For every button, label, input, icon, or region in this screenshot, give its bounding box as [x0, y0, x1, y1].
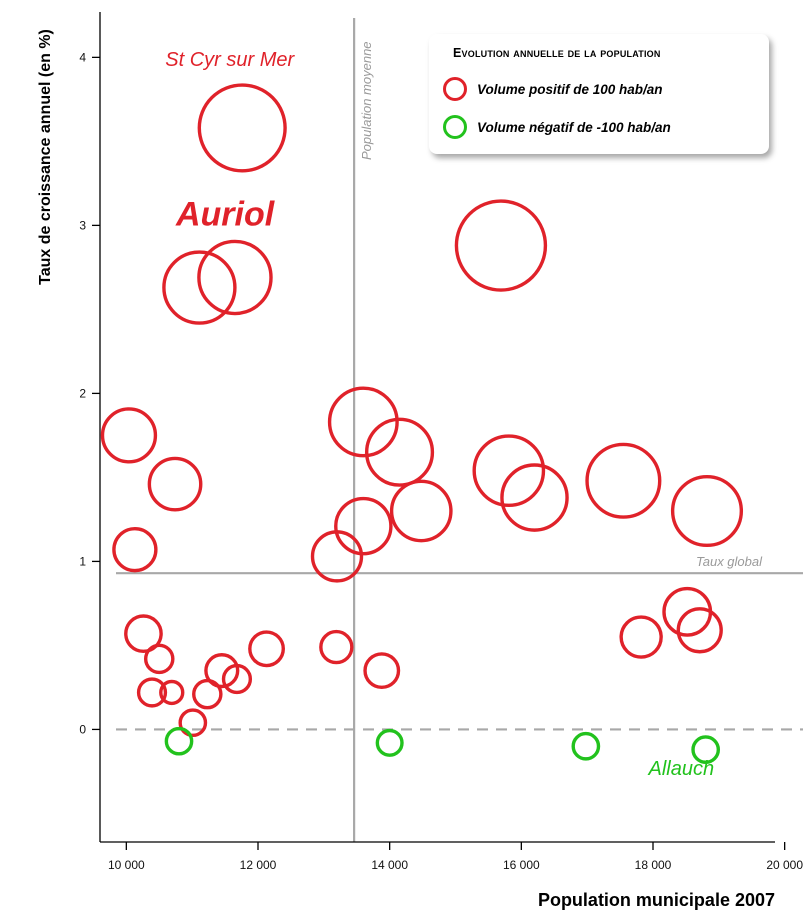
x-tick-label: 20 000 — [766, 858, 803, 872]
positive-bubble — [197, 83, 287, 173]
positive-bubble — [124, 614, 163, 654]
legend-label-positive: Volume positif de 100 hab/an — [477, 81, 663, 97]
annotation-label: Auriol — [175, 195, 276, 233]
positive-bubble — [162, 250, 237, 325]
global-rate-label: Taux global — [696, 554, 763, 569]
negative-bubble — [375, 728, 404, 757]
red-circle-icon — [443, 77, 467, 101]
positive-bubble — [619, 615, 663, 659]
positive-bubble — [310, 530, 364, 583]
positive-bubble — [221, 663, 253, 695]
legend-title: Evolution annuelle de la population — [453, 46, 661, 60]
x-tick-label: 14 000 — [371, 858, 408, 872]
data-points — [100, 83, 744, 764]
green-circle-icon — [443, 115, 467, 139]
positive-bubble — [327, 386, 399, 458]
legend-item-negative: Volume négatif de -100 hab/an — [443, 112, 671, 142]
positive-bubble — [364, 417, 435, 487]
positive-bubble — [248, 630, 285, 668]
positive-bubble — [670, 474, 744, 548]
positive-bubble — [136, 677, 168, 708]
positive-bubble — [389, 479, 453, 543]
y-tick-label: 4 — [79, 50, 86, 64]
positive-bubble — [204, 653, 240, 689]
average-population-label: Population moyenne — [359, 41, 374, 160]
legend-item-positive: Volume positif de 100 hab/an — [443, 74, 663, 104]
x-axis-title: Population municipale 2007 — [538, 890, 775, 910]
positive-bubble — [319, 629, 354, 665]
y-tick-label: 0 — [79, 722, 86, 736]
x-tick-label: 18 000 — [635, 858, 672, 872]
y-axis-title: Taux de croissance annuel (en %) — [37, 29, 54, 285]
positive-bubble — [334, 496, 393, 556]
positive-bubble — [143, 643, 175, 675]
positive-bubble — [178, 708, 208, 738]
positive-bubble — [100, 407, 158, 464]
negative-bubble — [571, 731, 601, 761]
negative-bubble — [164, 726, 194, 756]
positive-bubble — [454, 199, 548, 292]
positive-bubble — [500, 463, 569, 532]
x-tick-label: 16 000 — [503, 858, 540, 872]
legend-label-negative: Volume négatif de -100 hab/an — [477, 119, 671, 135]
x-tick-label: 10 000 — [108, 858, 145, 872]
positive-bubble — [676, 607, 723, 654]
annotation-label: St Cyr sur Mer — [165, 49, 295, 71]
y-tick-label: 1 — [79, 554, 86, 568]
positive-bubble — [197, 239, 273, 316]
x-tick-label: 12 000 — [240, 858, 277, 872]
axes: 0 1 2 3 4 10 000 12 000 14 000 16 000 18 000 20 00… — [37, 12, 803, 910]
legend: Evolution annuelle de la population Volu… — [429, 34, 769, 154]
positive-bubble — [585, 442, 662, 519]
negative-bubble — [691, 735, 721, 764]
annotation-label: Allauch — [648, 758, 715, 780]
reference-lines: Population moyenne Taux global — [116, 18, 803, 842]
positive-bubble — [147, 456, 203, 512]
annotations: St Cyr sur Mer Auriol Allauch — [165, 49, 714, 780]
positive-bubble — [159, 679, 185, 706]
y-tick-label: 2 — [79, 386, 86, 400]
positive-bubble — [472, 434, 546, 508]
positive-bubble — [363, 652, 401, 690]
positive-bubble — [192, 678, 223, 710]
y-tick-label: 3 — [79, 218, 86, 232]
positive-bubble — [112, 526, 158, 573]
